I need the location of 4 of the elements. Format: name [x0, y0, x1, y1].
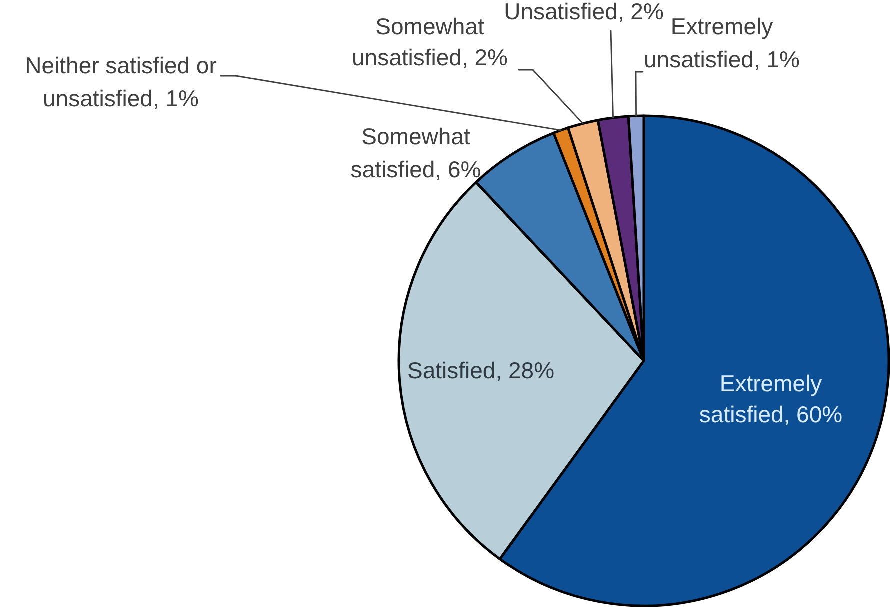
slice-label: Extremely satisfied, 60%: [699, 370, 843, 428]
slice-label: Somewhat satisfied, 6%: [350, 124, 482, 183]
slice-label: Satisfied, 28%: [407, 358, 555, 384]
slice-label: Neither satisfied or unsatisfied, 1%: [25, 52, 218, 112]
